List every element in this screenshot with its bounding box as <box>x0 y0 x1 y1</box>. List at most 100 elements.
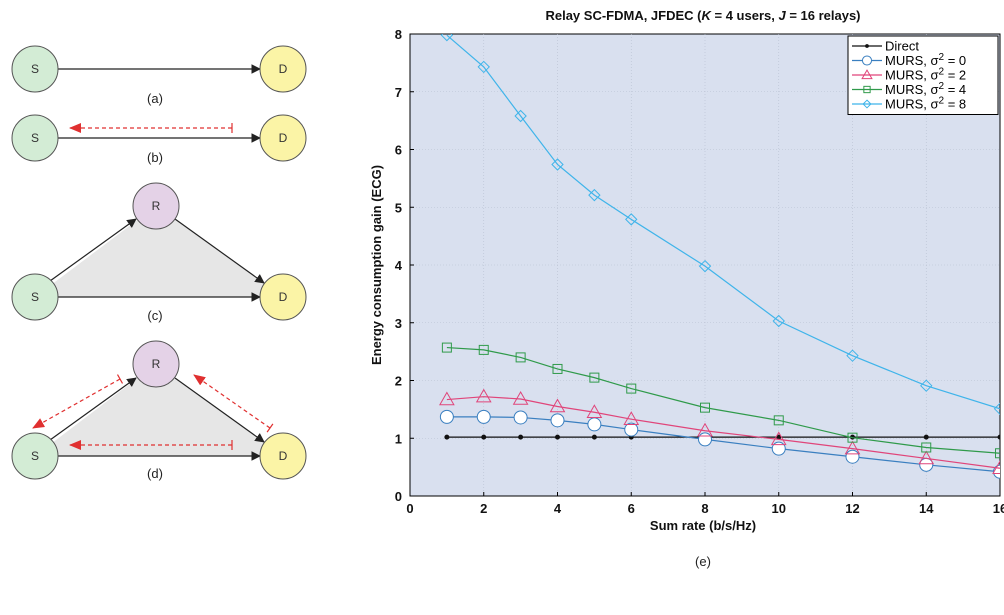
relay-node <box>132 182 180 230</box>
data-point-circle <box>476 409 491 424</box>
panel-label-b: (b) <box>147 150 163 165</box>
relay-to-destination-arrow <box>174 377 265 443</box>
destination-node <box>259 114 307 162</box>
data-point-triangle <box>770 431 787 446</box>
data-point-square <box>847 432 858 443</box>
chart-title-part: = 16 relays) <box>786 8 861 23</box>
data-point-diamond <box>698 259 712 273</box>
data-point-dot <box>518 434 524 440</box>
destination-node-label: D <box>279 62 288 76</box>
y-tick-label: 1 <box>395 431 402 446</box>
x-tick-label: 14 <box>919 501 934 516</box>
destination-node-label: D <box>279 449 288 463</box>
panel-label-e: (e) <box>695 554 711 569</box>
data-point-diamond <box>846 349 859 362</box>
data-point-diamond <box>993 402 1000 416</box>
data-point-square <box>441 342 452 353</box>
data-point-square <box>700 402 710 413</box>
y-tick-label: 8 <box>395 27 402 42</box>
data-point-diamond <box>514 109 527 123</box>
data-series <box>439 34 1000 479</box>
relay-to-destination-arrow <box>174 218 265 284</box>
destination-node-label: D <box>279 131 288 145</box>
data-point-triangle <box>475 388 492 403</box>
data-point-circle <box>698 432 712 447</box>
series-line <box>446 346 1000 454</box>
data-point-triangle <box>549 398 566 413</box>
data-point-diamond <box>477 60 490 74</box>
relay-triangle <box>35 206 283 297</box>
data-point-circle <box>550 413 565 428</box>
chart-title-part: Relay SC-FDMA, JFDEC ( <box>545 8 702 23</box>
data-point-triangle <box>861 69 873 80</box>
series-1 <box>439 409 1000 479</box>
chart-title-part: = 4 users, <box>711 8 779 23</box>
y-tick-label: 6 <box>395 143 402 158</box>
legend-entry-label: Direct <box>885 39 919 54</box>
source-node-label: S <box>31 62 39 76</box>
diagram-c-relay-link: S D R (c) <box>11 182 307 323</box>
data-point-triangle <box>512 390 529 405</box>
data-point-triangle <box>992 460 1000 475</box>
source-node-label: S <box>31 290 39 304</box>
series-2 <box>439 388 1000 475</box>
y-tick-label: 0 <box>395 489 402 504</box>
x-tick-label: 6 <box>628 501 635 516</box>
destination-node <box>259 432 307 480</box>
y-tick-label: 5 <box>395 200 402 215</box>
data-point-circle <box>439 409 454 424</box>
data-point-dot <box>481 434 487 440</box>
source-node <box>11 45 59 93</box>
source-node <box>11 114 59 162</box>
data-point-diamond <box>588 188 601 202</box>
y-tick-label: 4 <box>395 258 403 273</box>
series-line <box>446 396 1000 469</box>
data-point-dot <box>865 44 869 48</box>
destination-node <box>259 45 307 93</box>
data-point-circle <box>861 55 873 66</box>
data-point-diamond <box>920 379 933 392</box>
data-point-square <box>773 415 784 426</box>
diagram-d-relay-feedback: S D R (d) <box>11 340 307 481</box>
chart-title-part: K <box>702 8 713 23</box>
legend-entry-label: MURS, σ2 = 4 <box>885 81 966 97</box>
destination-node-label: D <box>279 290 288 304</box>
data-point-triangle <box>586 404 603 419</box>
data-point-circle <box>845 449 860 464</box>
x-tick-label: 4 <box>554 501 562 516</box>
legend-entry-label: MURS, σ2 = 8 <box>885 96 966 112</box>
data-point-dot <box>591 434 597 440</box>
data-point-triangle <box>918 450 935 465</box>
source-node <box>11 432 59 480</box>
x-tick-label: 8 <box>701 501 708 516</box>
source-node-label: S <box>31 449 39 463</box>
data-point-square <box>478 344 489 355</box>
legend-entry-label: MURS, σ2 = 0 <box>885 52 966 68</box>
x-tick-label: 12 <box>845 501 859 516</box>
series-4 <box>440 34 1000 416</box>
diagram-a-direct-link: S D (a) <box>11 45 307 106</box>
x-tick-label: 16 <box>993 501 1004 516</box>
data-point-circle <box>587 417 602 432</box>
feedback-arrow-end-tick <box>116 374 124 384</box>
data-point-square <box>589 372 600 383</box>
data-point-circle <box>771 441 786 456</box>
x-tick-label: 10 <box>772 501 786 516</box>
y-tick-label: 7 <box>395 85 402 100</box>
relay-to-source-feedback-arrow <box>32 378 121 429</box>
source-to-relay-arrow <box>49 377 137 441</box>
y-tick-label: 3 <box>395 316 402 331</box>
y-axis-title: Energy consumption gain (ECG) <box>369 165 384 365</box>
panel-label-a: (a) <box>147 91 163 106</box>
data-point-dot <box>923 434 929 440</box>
x-tick-label: 2 <box>480 501 487 516</box>
series-3 <box>441 342 1000 459</box>
relay-node-label: R <box>152 199 161 213</box>
data-point-dot <box>997 434 1000 440</box>
source-node-label: S <box>31 131 39 145</box>
destination-node <box>259 273 307 321</box>
relay-node <box>132 340 180 388</box>
source-node <box>11 273 59 321</box>
